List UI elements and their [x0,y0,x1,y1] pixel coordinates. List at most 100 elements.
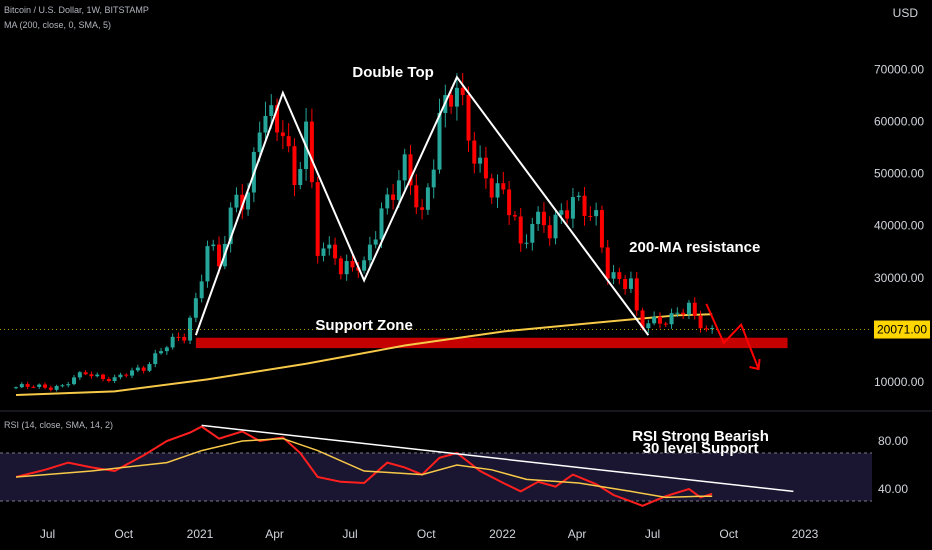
candle-body [373,239,378,245]
rsi-ma-line [15,437,713,499]
candle-body [257,132,262,152]
candle-body [379,208,384,240]
candle-body [60,385,65,387]
rsi-line [15,425,713,507]
candle-body [710,327,715,330]
candle-body [402,154,407,181]
candle-body [396,180,401,200]
candle-body [338,258,343,275]
candle-body [362,260,367,271]
rsi-trendline [201,424,794,493]
candle-body [420,207,425,210]
candle-body [385,194,390,209]
candle-body [559,210,564,215]
candle-body [164,347,169,352]
rsi-tick-label: 80.00 [878,434,908,448]
candle-body [54,385,59,390]
candle-body [524,242,529,244]
candle-body [344,261,349,275]
candle-body [507,189,512,216]
candle-body [315,182,320,256]
candle-body [576,195,581,198]
candle-body [135,367,140,371]
candle-body [681,312,686,315]
candle-body [101,374,106,380]
candle-body [663,323,668,325]
candle-body [89,374,94,377]
candle-body [454,87,459,107]
candle-body [617,272,622,279]
candle-body [605,247,610,279]
x-tick-label: 2023 [792,527,819,541]
candle-body [512,215,517,217]
y-tick-label: 30000.00 [874,271,924,285]
candle-body [205,246,210,282]
candle-body [14,387,19,389]
candle-body [118,374,123,378]
candle-body [634,278,639,311]
annotation-label: Support Zone [315,317,413,334]
candle-body [414,185,419,208]
ma-indicator-label: MA (200, close, 0, SMA, 5) [4,20,112,30]
candle-body [77,372,82,378]
candle-body [269,105,274,116]
candle-body [431,169,436,188]
candle-body [449,95,454,107]
last-price-label: 20071.00 [877,323,927,337]
candle-body [408,154,413,186]
support-zone [195,337,788,349]
candle-body [280,132,285,137]
candle-body [124,374,129,376]
candle-body [599,210,604,248]
rsi-indicator-label: RSI (14, close, SMA, 14, 2) [4,420,114,430]
x-tick-label: Apr [265,527,284,541]
candle-body [692,302,697,316]
rsi-annotation-label: RSI Strong Bearish [632,428,769,445]
candle-body [437,112,442,170]
candle-body [333,244,338,259]
candle-body [37,384,42,387]
candle-body [466,94,471,141]
candle-body [95,374,100,377]
candle-body [72,377,77,385]
candle-body [640,310,645,329]
candle-body [327,244,332,249]
y-tick-label: 40000.00 [874,219,924,233]
double-top-pattern [194,75,650,336]
candle-body [43,384,48,388]
x-tick-label: Jul [645,527,660,541]
candle-body [698,315,703,329]
candle-body [495,183,500,198]
candle-body [565,210,570,219]
candle-body [686,302,691,315]
candle-body [217,244,222,267]
y-tick-label: 10000.00 [874,375,924,389]
candle-body [541,211,546,226]
candle-body [536,211,541,225]
y-tick-label: 50000.00 [874,167,924,181]
candle-body [321,248,326,256]
candle-body [582,195,587,216]
candle-body [193,298,198,318]
candle-body [176,336,181,338]
candle-body [391,194,396,200]
x-tick-label: Oct [114,527,133,541]
candle-body [170,336,175,348]
candle-body [478,157,483,164]
candle-body [234,194,239,208]
candle-body [472,140,477,164]
candle-body [298,169,303,186]
candle-body [199,281,204,299]
candle-body [483,157,488,179]
candle-body [594,210,599,217]
x-tick-label: Jul [342,527,357,541]
candle-body [309,121,314,183]
last-price-tag [874,320,930,339]
x-tick-label: Oct [417,527,436,541]
candle-body [106,379,111,381]
annotation-label: 200-MA resistance [629,239,760,256]
candle-body [704,328,709,330]
candle-body [228,207,233,244]
candle-body [147,364,152,371]
candle-body [518,216,523,244]
